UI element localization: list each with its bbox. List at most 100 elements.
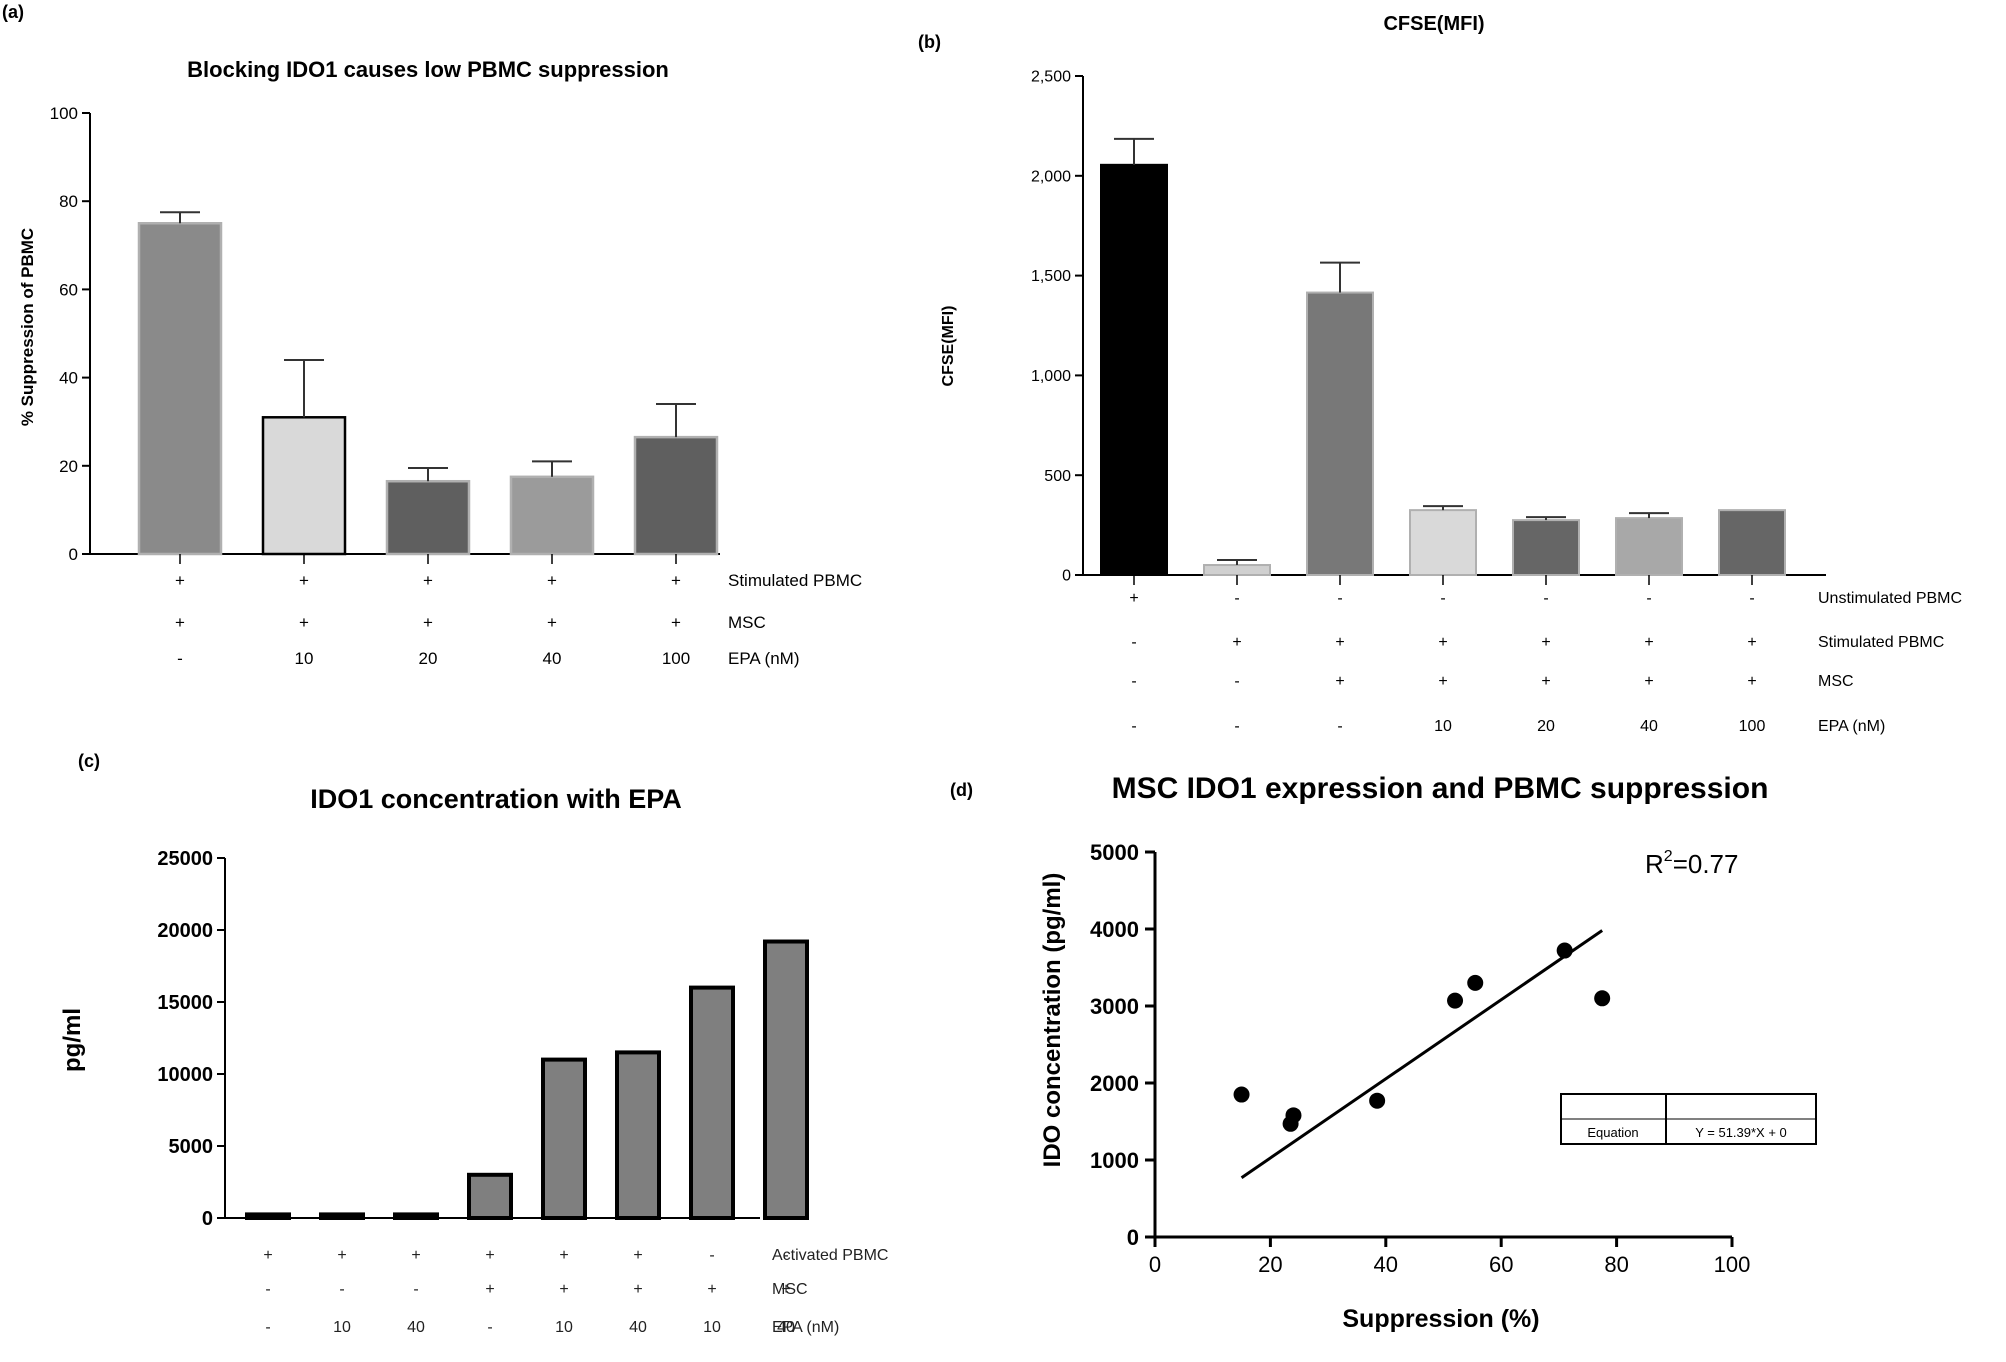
panel-b-condition-value: + — [1644, 634, 1653, 651]
panel-b-condition-label: MSC — [1818, 673, 1854, 690]
panel-c-condition-value: - — [487, 1319, 492, 1336]
panel-d-y-tick-label: 5000 — [1090, 840, 1139, 865]
panel-b-condition-value: - — [1131, 634, 1136, 651]
panel-d-x-tick-label: 80 — [1604, 1252, 1628, 1277]
panel-c: (c) IDO1 concentration with EPA pg/ml 0 5… — [59, 751, 888, 1336]
panel-a-condition-value: 40 — [543, 649, 562, 668]
panel-b-condition-value: - — [1234, 590, 1239, 607]
panel-b-condition-value: + — [1541, 673, 1550, 690]
panel-d-y-tick-label: 3000 — [1090, 994, 1139, 1019]
panel-c-condition-value: 40 — [777, 1319, 795, 1336]
panel-c-bar — [393, 1212, 439, 1221]
panel-b-condition-value: - — [1234, 718, 1239, 735]
panel-a-ylabel: % Suppression of PBMC — [18, 228, 37, 426]
panel-d-title: MSC IDO1 expression and PBMC suppression — [1112, 772, 1769, 805]
panel-c-condition-value: + — [337, 1247, 346, 1264]
panel-d-letter: (d) — [950, 780, 973, 800]
panel-c-condition-value: 10 — [703, 1319, 721, 1336]
panel-d-point — [1233, 1086, 1250, 1103]
panel-b-condition-value: + — [1232, 634, 1241, 651]
panel-b-y-tick-label: 2,500 — [1031, 69, 1071, 86]
panel-b-condition-value: - — [1646, 590, 1651, 607]
panel-d-y-tick-label: 0 — [1127, 1225, 1139, 1250]
panel-d-point — [1285, 1107, 1302, 1124]
panel-b-condition-value: - — [1749, 590, 1754, 607]
panel-c-condition-value: + — [485, 1281, 494, 1298]
panel-a-condition-value: + — [547, 571, 557, 590]
panel-c-condition-value: + — [781, 1281, 790, 1298]
panel-a-condition-value: + — [423, 613, 433, 632]
panel-c-condition-value: 40 — [629, 1319, 647, 1336]
panel-d-point — [1369, 1092, 1386, 1109]
panel-a-condition-label: EPA (nM) — [728, 649, 799, 668]
panel-d-x-tick-label: 20 — [1258, 1252, 1282, 1277]
panel-d-point — [1447, 992, 1464, 1009]
panel-c-y-tick-label: 20000 — [157, 920, 213, 942]
panel-b-condition-label: Unstimulated PBMC — [1818, 590, 1962, 607]
panel-a-condition-value: + — [671, 613, 681, 632]
panel-a-condition-label: Stimulated PBMC — [728, 571, 862, 590]
panel-b-bar — [1512, 519, 1580, 576]
equation-label: Equation — [1587, 1125, 1638, 1140]
panel-a-condition-value: + — [175, 571, 185, 590]
panel-b-y-tick-label: 500 — [1044, 468, 1071, 485]
panel-b-condition-value: - — [1131, 718, 1136, 735]
panel-b-y-tick-label: 0 — [1062, 568, 1071, 585]
panel-b-bar — [1718, 509, 1786, 577]
panel-c-bar — [467, 1172, 513, 1221]
panel-b-title: CFSE(MFI) — [1383, 13, 1484, 35]
panel-b-condition-value: + — [1644, 673, 1653, 690]
panel-c-condition-value: + — [707, 1281, 716, 1298]
r-squared-annotation: R2=0.77 — [1645, 848, 1738, 879]
panel-c-condition-value: 40 — [407, 1319, 425, 1336]
panel-d-point — [1467, 974, 1484, 991]
panel-c-bar — [689, 985, 735, 1220]
panel-b-condition-label: Stimulated PBMC — [1818, 634, 1944, 651]
r-squared-value: =0.77 — [1673, 849, 1739, 879]
panel-c-condition-value: + — [485, 1247, 494, 1264]
equation-value: Y = 51.39*X + 0 — [1695, 1125, 1787, 1140]
panel-b-condition-value: - — [1543, 590, 1548, 607]
panel-a-condition-value: + — [175, 613, 185, 632]
panel-a: (a) Blocking IDO1 causes low PBMC suppre… — [2, 2, 862, 668]
r-squared-r: R — [1645, 849, 1664, 879]
panel-a-condition-value: + — [423, 571, 433, 590]
panel-b-condition-value: + — [1438, 634, 1447, 651]
panel-a-bar — [633, 435, 719, 556]
panel-c-condition-value: + — [263, 1247, 272, 1264]
panel-c-condition-label: Activated PBMC — [772, 1247, 888, 1264]
panel-b-condition-value: + — [1438, 673, 1447, 690]
panel-d-point — [1594, 990, 1611, 1007]
panel-a-title: Blocking IDO1 causes low PBMC suppressio… — [187, 57, 669, 82]
panel-a-condition-value: 100 — [662, 649, 690, 668]
panel-b: (b) CFSE(MFI) CFSE(MFI) 0 500 1,000 1,500 2,… — [918, 13, 1962, 735]
panel-a-y-tick-label: 80 — [59, 192, 78, 211]
panel-a-y-tick-label: 0 — [69, 545, 78, 564]
panel-a-condition-value: + — [547, 613, 557, 632]
panel-b-bar — [1306, 291, 1374, 576]
panel-b-condition-value: 100 — [1739, 718, 1766, 735]
panel-b-condition-value: - — [1337, 718, 1342, 735]
panel-b-bar — [1100, 163, 1168, 577]
panel-c-condition-value: + — [411, 1247, 420, 1264]
panel-c-ylabel: pg/ml — [59, 1008, 86, 1072]
panel-b-condition-value: 10 — [1434, 718, 1452, 735]
panel-b-bar — [1203, 564, 1271, 577]
panel-a-condition-label: MSC — [728, 613, 766, 632]
panel-c-condition-value: - — [265, 1319, 270, 1336]
panel-b-condition-value: + — [1541, 634, 1550, 651]
panel-b-y-tick-label: 1,500 — [1031, 268, 1071, 285]
panel-c-bar — [615, 1050, 661, 1221]
panel-a-condition-value: 10 — [295, 649, 314, 668]
panel-c-bar — [541, 1057, 587, 1220]
panel-c-condition-value: 10 — [555, 1319, 573, 1336]
panel-a-condition-value: - — [177, 649, 183, 668]
panel-c-condition-label: EPA (nM) — [772, 1319, 839, 1336]
panel-c-y-tick-label: 15000 — [157, 992, 213, 1014]
panel-a-bar — [385, 479, 471, 556]
panel-a-y-tick-label: 60 — [59, 280, 78, 299]
panel-c-condition-value: - — [709, 1247, 714, 1264]
panel-b-condition-value: + — [1129, 590, 1138, 607]
panel-b-condition-value: + — [1335, 673, 1344, 690]
panel-a-condition-value: + — [299, 571, 309, 590]
